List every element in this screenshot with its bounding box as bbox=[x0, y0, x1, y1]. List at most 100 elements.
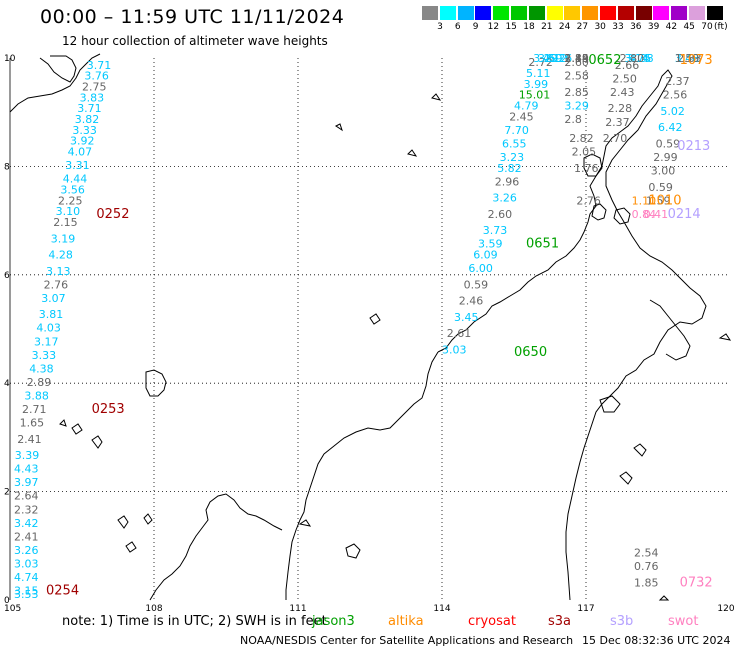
wave-height-value: 3.03 bbox=[14, 557, 39, 570]
x-tick-label: 105 bbox=[4, 604, 21, 614]
wave-height-value: 3.33 bbox=[72, 124, 97, 137]
footer-note: note: 1) Time is in UTC; 2) SWH is in fe… bbox=[62, 614, 327, 629]
colorbar-label: 18 bbox=[523, 22, 535, 32]
wave-height-value: 2.60 bbox=[564, 56, 589, 69]
wave-height-value: 4.03 bbox=[36, 322, 61, 335]
wave-height-value: 6.55 bbox=[502, 137, 527, 150]
wave-height-value: 2.43 bbox=[610, 86, 635, 99]
wave-height-value: 0.76 bbox=[634, 560, 659, 573]
pass-number-label: 0254 bbox=[46, 584, 79, 599]
colorbar-label: 70 bbox=[701, 22, 713, 32]
wave-height-value: 3.71 bbox=[87, 59, 112, 72]
wave-height-value: 4.79 bbox=[514, 99, 539, 112]
wave-height-value: 2.37 bbox=[605, 116, 630, 129]
colorbar-swatch bbox=[582, 6, 599, 20]
colorbar-label: 45 bbox=[683, 22, 695, 32]
wave-height-value: 3.97 bbox=[14, 476, 39, 489]
colorbar-swatch bbox=[511, 6, 527, 20]
colorbar-label: 6 bbox=[454, 22, 461, 32]
footer-timestamp: 15 Dec 08:32:36 UTC 2024 bbox=[582, 634, 731, 647]
colorbar-label: 39 bbox=[647, 22, 660, 32]
wave-height-value: 2.71 bbox=[22, 403, 47, 416]
legend-item-s3a: s3a bbox=[548, 614, 572, 629]
colorbar-swatch bbox=[457, 6, 474, 20]
coastline-sumatra bbox=[149, 493, 283, 601]
x-tick-label: 117 bbox=[577, 604, 594, 614]
map-subtitle: 12 hour collection of altimeter wave hei… bbox=[62, 34, 328, 48]
wave-height-value: 3.92 bbox=[70, 135, 95, 148]
legend-item-swot: swot bbox=[668, 614, 699, 629]
x-tick-label: 111 bbox=[289, 604, 306, 614]
colorbar-label: 27 bbox=[576, 22, 589, 32]
island-sulawesi-north bbox=[649, 299, 691, 361]
colorbar-label: 30 bbox=[594, 22, 606, 32]
wave-height-value: 3.14 bbox=[624, 52, 649, 65]
colorbar-swatch bbox=[564, 6, 581, 20]
wave-height-value: 2.99 bbox=[653, 151, 678, 164]
wave-height-value: 3.99 bbox=[524, 78, 549, 91]
islands-small bbox=[335, 93, 732, 601]
y-tick-label: 4 bbox=[4, 379, 10, 389]
wave-height-value: 3.13 bbox=[46, 265, 71, 278]
wave-height-value: 3.31 bbox=[65, 159, 90, 172]
wave-height-value: 2.60 bbox=[488, 208, 512, 221]
wave-height-value: 3.07 bbox=[41, 292, 65, 305]
wave-height-value: 3.42 bbox=[14, 517, 39, 530]
wave-height-value: 3.10 bbox=[56, 205, 81, 218]
wave-height-value: 2.8 bbox=[564, 113, 582, 126]
coastline-mekong bbox=[39, 55, 77, 83]
pass-number-label: 0253 bbox=[92, 402, 125, 417]
wave-height-value: 3.83 bbox=[80, 91, 105, 104]
wave-height-value: 4.28 bbox=[48, 249, 73, 262]
pass-number-label: 1010 bbox=[648, 193, 681, 208]
wave-height-value: 3.75 bbox=[627, 52, 652, 65]
colorbar-swatch bbox=[439, 6, 456, 20]
wave-height-value: 2.72 bbox=[528, 56, 553, 69]
wave-height-value: 2.46 bbox=[459, 295, 484, 308]
wave-height-value: 4.07 bbox=[68, 146, 93, 159]
colorbar-label: 3 bbox=[437, 22, 443, 32]
colorbar-label: 15 bbox=[505, 22, 517, 32]
wave-height-value: 2.41 bbox=[17, 433, 42, 446]
wave-height-value: 6.00 bbox=[468, 262, 493, 275]
wave-height-value: 5.82 bbox=[497, 162, 522, 175]
wave-height-value: 0.41 bbox=[644, 208, 669, 221]
x-tick-label: 108 bbox=[145, 604, 162, 614]
wave-height-value: 2.58 bbox=[564, 70, 589, 83]
wave-height-value: 4.12 bbox=[543, 52, 568, 65]
wave-height-value: 2.15 bbox=[564, 52, 589, 65]
coastline-vietnam bbox=[9, 53, 101, 113]
wave-height-value: 3.26 bbox=[492, 192, 517, 205]
coastline-borneo-west bbox=[285, 351, 439, 600]
colorbar-swatch bbox=[528, 6, 545, 20]
coastlines bbox=[9, 53, 732, 601]
pass-number-label: 0650 bbox=[514, 345, 547, 360]
pass-number-label: 0651 bbox=[526, 237, 559, 252]
wave-height-value: 2.80 bbox=[620, 52, 645, 65]
wave-height-value: 2.75 bbox=[82, 81, 107, 94]
colorbar-swatch bbox=[600, 6, 616, 20]
wave-height-value: 3.15 bbox=[14, 585, 39, 598]
wave-height-value: 2.41 bbox=[14, 530, 39, 543]
islands-bangka bbox=[59, 419, 103, 449]
island-natuna bbox=[145, 369, 167, 397]
wave-height-value: 3.45 bbox=[454, 311, 479, 324]
wave-height-value: 3.19 bbox=[51, 232, 76, 245]
pass-number-label: 0252 bbox=[96, 207, 129, 222]
wave-height-value: 2.64 bbox=[14, 490, 39, 503]
coastline-borneo bbox=[437, 69, 707, 601]
pass-number-label: 0732 bbox=[680, 575, 713, 590]
y-tick-label: 6 bbox=[4, 271, 10, 281]
colorbar-swatch bbox=[422, 6, 438, 20]
colorbar-swatch bbox=[671, 6, 688, 20]
wave-height-value: 0.84 bbox=[632, 208, 657, 221]
islands-lingga bbox=[117, 513, 153, 553]
y-tick-label: 0 bbox=[4, 596, 10, 606]
wave-height-value: 3.71 bbox=[77, 102, 102, 115]
wave-height-value: 1.89 bbox=[564, 52, 589, 65]
wave-height-value: 1.85 bbox=[634, 576, 659, 589]
wave-height-value: 2.76 bbox=[44, 278, 69, 291]
wave-height-value: 4.74 bbox=[14, 571, 39, 584]
wave-height-value: 1.65 bbox=[20, 417, 44, 430]
